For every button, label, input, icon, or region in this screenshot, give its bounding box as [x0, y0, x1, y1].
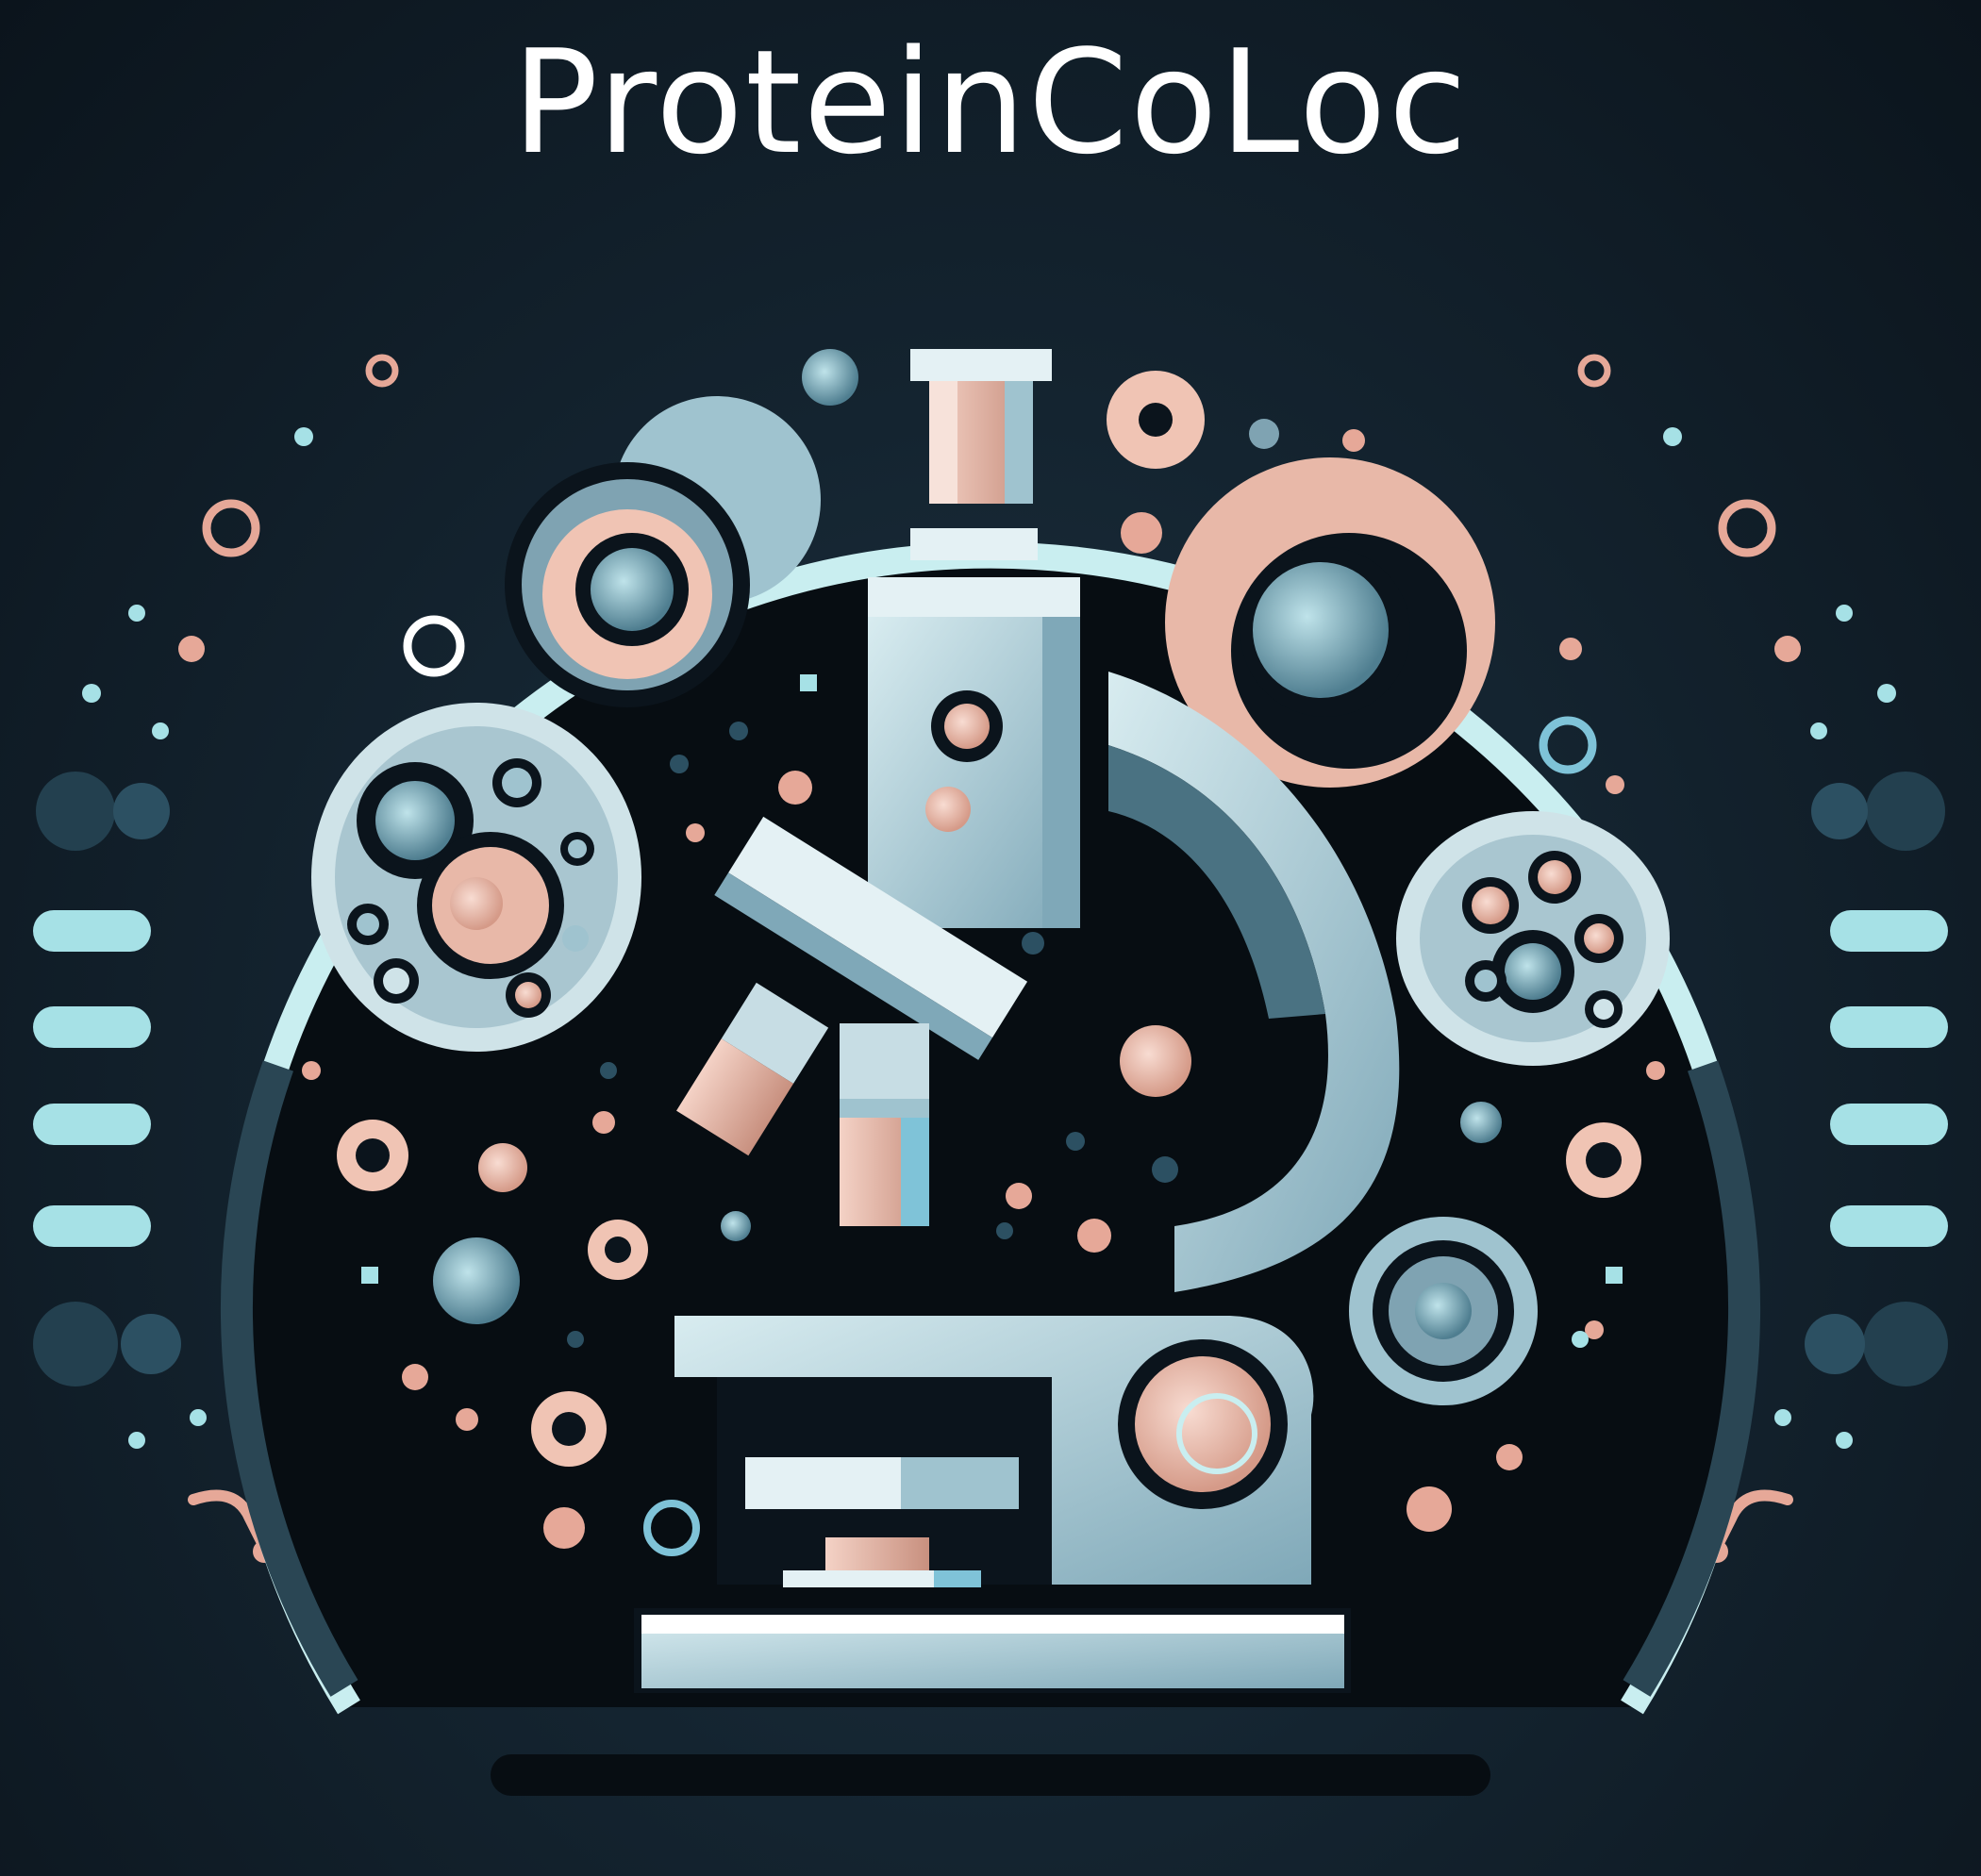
side-dot [1805, 1314, 1865, 1374]
eyepiece-cap [910, 349, 1052, 381]
side-dot [121, 1314, 181, 1374]
side-dot [1811, 783, 1868, 839]
base-shadow-bar [491, 1754, 1490, 1796]
body-collar [868, 577, 1080, 617]
side-bar [33, 1205, 151, 1247]
app-title: ProteinCoLoc [511, 19, 1470, 186]
objective-holder [728, 816, 1028, 1038]
side-dot [36, 772, 115, 851]
side-bar [1830, 1104, 1948, 1145]
side-dot [1866, 772, 1945, 851]
side-bar [33, 1006, 151, 1048]
left-stripes [33, 772, 181, 1386]
particle-icon [302, 349, 1665, 1556]
side-bar [33, 910, 151, 952]
microscope-icon [634, 349, 1400, 1693]
cell-icon [311, 396, 1670, 1405]
side-bar [1830, 910, 1948, 952]
microscope-arm [1108, 672, 1400, 1292]
side-bar [1830, 1205, 1948, 1247]
side-dot [113, 783, 170, 839]
side-dot [33, 1302, 118, 1386]
right-stripes [1805, 772, 1948, 1386]
focus-knob [1135, 1356, 1271, 1492]
side-bar [33, 1104, 151, 1145]
objective-lens [676, 1038, 794, 1156]
side-bar [1830, 1006, 1948, 1048]
side-dot [1863, 1302, 1948, 1386]
